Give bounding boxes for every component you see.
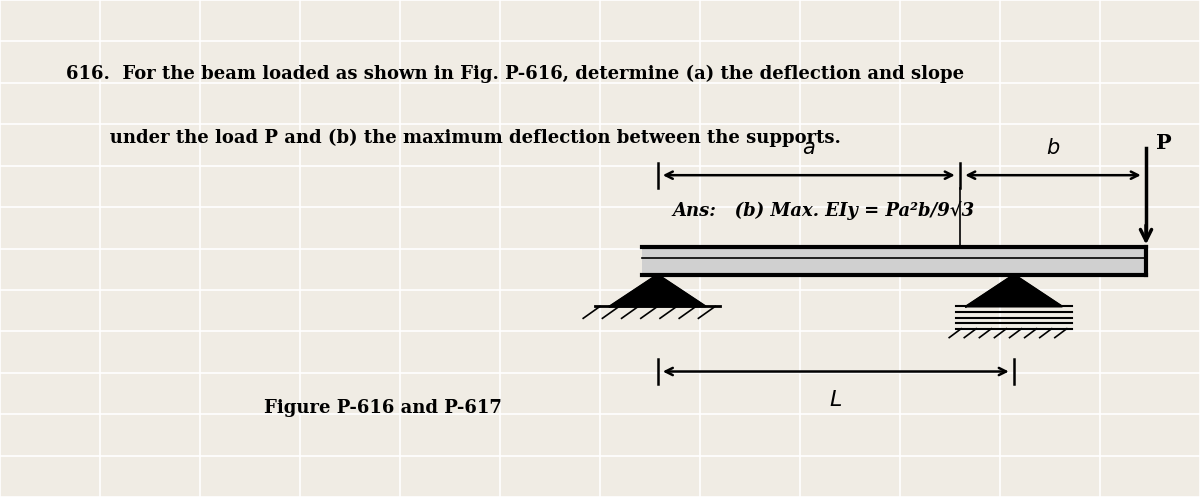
Text: $a$: $a$ (802, 138, 816, 158)
Text: $L$: $L$ (829, 389, 842, 411)
Polygon shape (966, 274, 1062, 306)
Text: 616.  For the beam loaded as shown in Fig. P-616, determine (a) the deflection a: 616. For the beam loaded as shown in Fig… (66, 65, 964, 83)
Text: P: P (1156, 133, 1171, 153)
Bar (642, 248, 1146, 274)
Text: under the load P and (b) the maximum deflection between the supports.: under the load P and (b) the maximum def… (66, 129, 841, 148)
Text: Ans:   (b) Max. EIy = Pa²b/9√3: Ans: (b) Max. EIy = Pa²b/9√3 (672, 201, 974, 220)
Text: Figure P-616 and P-617: Figure P-616 and P-617 (264, 399, 502, 416)
Text: $b$: $b$ (1046, 138, 1060, 158)
Polygon shape (610, 274, 706, 306)
